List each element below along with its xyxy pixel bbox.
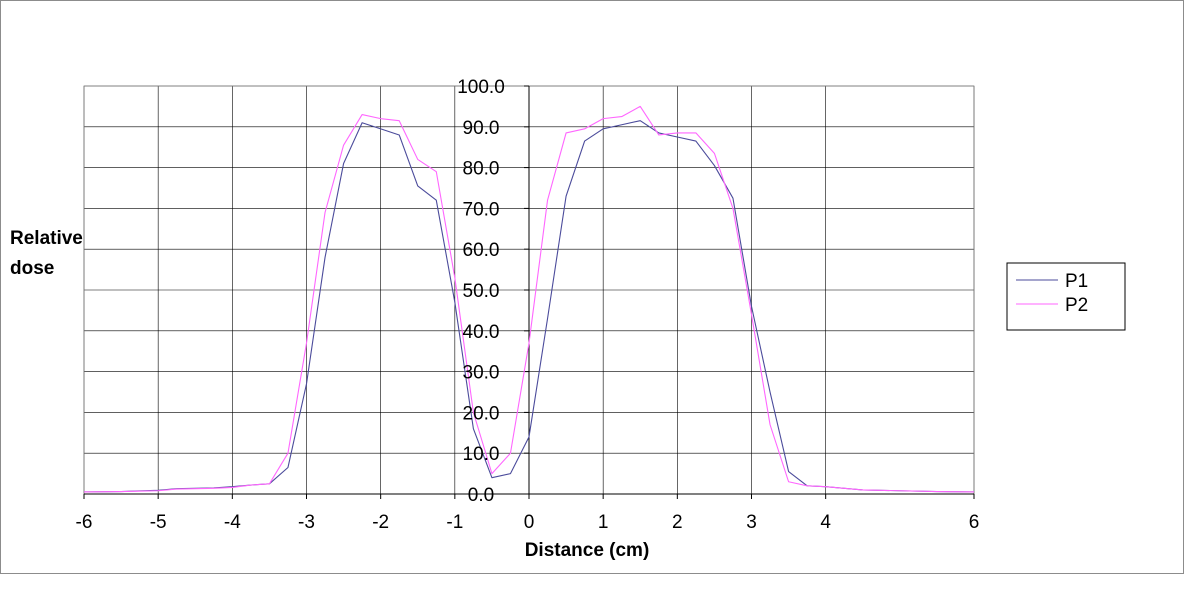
x-tick-label-8: 2 <box>672 512 683 533</box>
axes <box>83 85 975 499</box>
x-tick-label-1: -5 <box>150 512 167 533</box>
y-tick-label-7: 70.0 <box>463 199 500 220</box>
x-tick-label-6: 0 <box>524 512 535 533</box>
legend-box <box>1006 262 1126 331</box>
y-tick-labels: 0.0 10.0 20.0 30.0 40.0 50.0 60.0 70.0 80.0 90.0 1… <box>457 77 505 506</box>
x-tick-label-10: 4 <box>820 512 831 533</box>
legend-label-p2: P2 <box>1065 295 1088 316</box>
series-line-p2 <box>83 105 975 493</box>
x-axis-title: Distance (cm) <box>525 540 650 561</box>
y-tick-label-5: 50.0 <box>463 281 500 302</box>
x-tick-label-0: -6 <box>76 512 93 533</box>
y-axis-title-line-2: dose <box>10 258 54 279</box>
x-tick-label-7: 1 <box>598 512 609 533</box>
legend: P1 P2 <box>1006 262 1126 331</box>
y-tick-label-8: 80.0 <box>463 159 500 180</box>
y-tick-label-10: 100.0 <box>457 77 505 98</box>
x-tick-label-9: 3 <box>746 512 757 533</box>
x-tick-label-2: -4 <box>224 512 241 533</box>
y-axis-title-line-1: Relative <box>10 228 83 249</box>
x-tick-label-11: 6 <box>969 512 980 533</box>
y-tick-label-9: 90.0 <box>463 118 500 139</box>
legend-label-p1: P1 <box>1065 271 1088 292</box>
y-tick-label-6: 60.0 <box>463 240 500 261</box>
y-tick-label-4: 40.0 <box>463 322 500 343</box>
x-tick-labels: -6 -5 -4 -3 -2 -1 0 1 2 3 4 6 <box>76 512 980 533</box>
y-tick-label-1: 10.0 <box>463 444 500 465</box>
y-tick-label-3: 30.0 <box>463 363 500 384</box>
y-tick-label-2: 20.0 <box>463 403 500 424</box>
y-tick-label-0: 0.0 <box>468 485 494 506</box>
x-tick-label-3: -3 <box>298 512 315 533</box>
data-series <box>83 105 975 493</box>
x-tick-label-5: -1 <box>446 512 463 533</box>
x-tick-label-4: -2 <box>372 512 389 533</box>
